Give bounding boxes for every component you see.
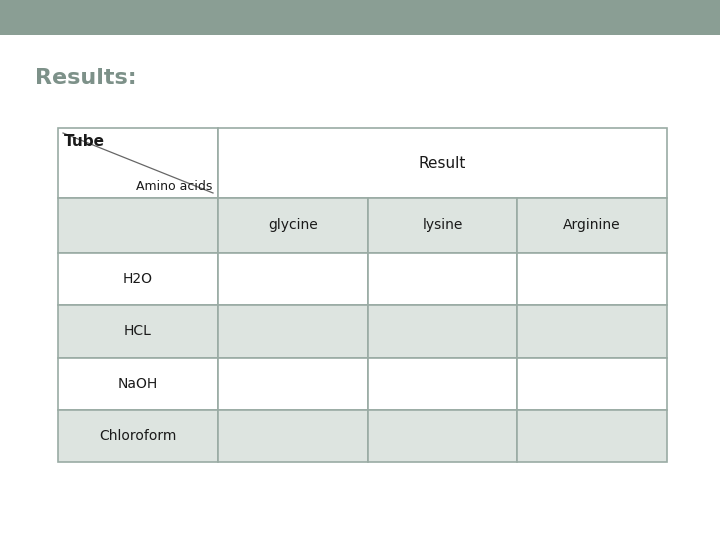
Bar — [218, 198, 368, 253]
Bar — [518, 253, 667, 305]
Bar — [58, 253, 218, 305]
Text: lysine: lysine — [423, 219, 463, 233]
Bar — [368, 198, 518, 253]
Bar — [368, 357, 518, 410]
Text: Tube: Tube — [64, 134, 105, 149]
Bar — [58, 128, 218, 198]
Text: Amino acids: Amino acids — [135, 180, 212, 193]
Text: HCL: HCL — [124, 325, 152, 339]
Bar — [58, 410, 218, 462]
Text: NaOH: NaOH — [118, 376, 158, 390]
Bar — [218, 128, 667, 198]
Bar — [218, 253, 368, 305]
Bar — [368, 410, 518, 462]
Bar — [518, 410, 667, 462]
Text: glycine: glycine — [268, 219, 318, 233]
Text: Results:: Results: — [35, 68, 137, 88]
Bar — [518, 357, 667, 410]
Bar — [518, 305, 667, 357]
Bar — [518, 198, 667, 253]
Text: Chloroform: Chloroform — [99, 429, 176, 443]
Text: Arginine: Arginine — [563, 219, 621, 233]
Bar — [58, 357, 218, 410]
Bar — [368, 253, 518, 305]
Bar — [58, 198, 218, 253]
Bar — [58, 305, 218, 357]
Bar — [218, 305, 368, 357]
Bar — [218, 410, 368, 462]
Bar — [218, 357, 368, 410]
Text: H2O: H2O — [123, 272, 153, 286]
Text: Result: Result — [419, 156, 466, 171]
Bar — [0, 0, 720, 35]
Bar — [368, 305, 518, 357]
